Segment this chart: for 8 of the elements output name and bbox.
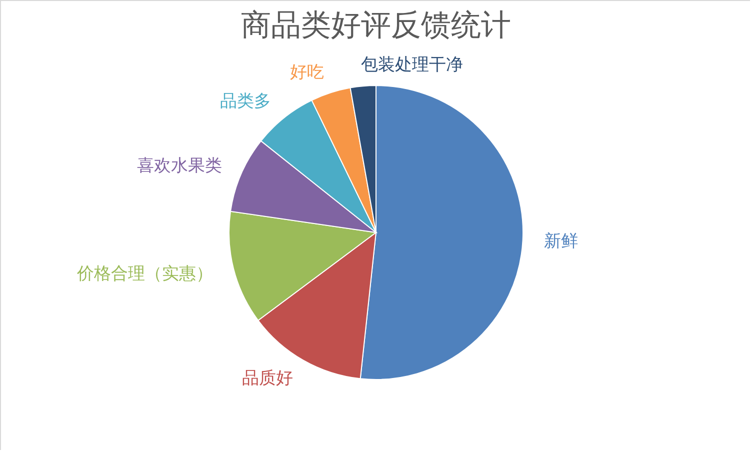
slice-label: 新鲜 <box>544 231 578 252</box>
slice-label: 价格合理（实惠） <box>76 264 214 284</box>
slice-label: 包装处理干净 <box>361 55 464 76</box>
slice-label: 好吃 <box>290 62 324 83</box>
slice-label: 喜欢水果类 <box>136 156 222 176</box>
chart-title: 商品类好评反馈统计 <box>241 8 511 43</box>
slice-label: 品质好 <box>242 368 293 388</box>
slice-label: 品类多 <box>220 91 271 112</box>
